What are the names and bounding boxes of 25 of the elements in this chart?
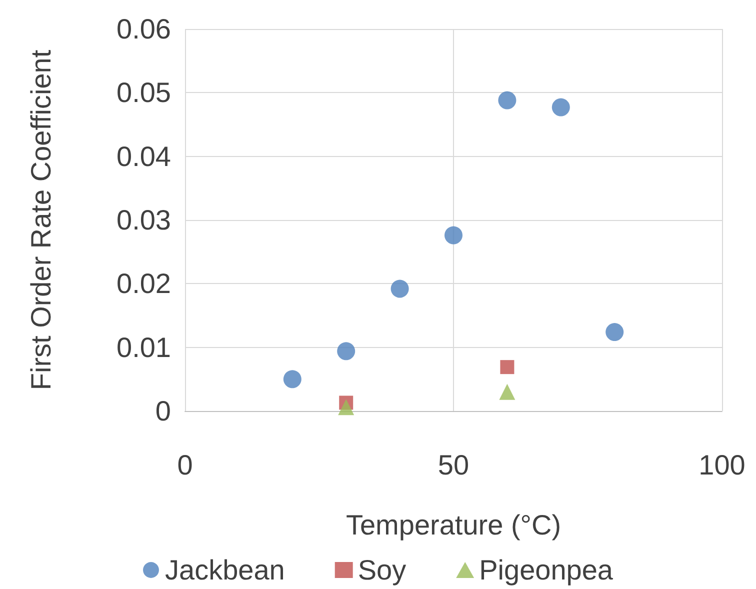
point — [338, 399, 354, 416]
y-tick-label: 0.03 — [116, 204, 171, 236]
x-tick-label: 0 — [177, 450, 193, 480]
y-axis-title: First Order Rate Coefficient — [26, 50, 56, 390]
x-axis-title: Temperature (°C) — [346, 510, 562, 540]
y-tick-label: 0.05 — [116, 77, 171, 108]
y-tick-label: 0.02 — [116, 268, 171, 300]
point — [498, 91, 516, 110]
point — [499, 384, 516, 400]
y-tick-label: 0.04 — [116, 140, 171, 172]
legend-label: Jackbean — [164, 554, 285, 586]
legend-label: Pigeonpea — [479, 554, 614, 586]
x-tick-label: 100 — [698, 450, 746, 480]
legend-label: Soy — [358, 554, 406, 586]
point — [444, 226, 462, 244]
point — [552, 98, 570, 116]
point — [390, 280, 409, 298]
point — [606, 323, 624, 342]
point — [283, 370, 302, 388]
x-tick-label: 50 — [438, 450, 470, 480]
y-tick-label: 0.01 — [116, 332, 171, 363]
point — [337, 342, 356, 360]
y-tick-label: 0 — [155, 396, 171, 426]
point — [500, 360, 514, 374]
y-tick-label: 0.06 — [116, 14, 171, 44]
